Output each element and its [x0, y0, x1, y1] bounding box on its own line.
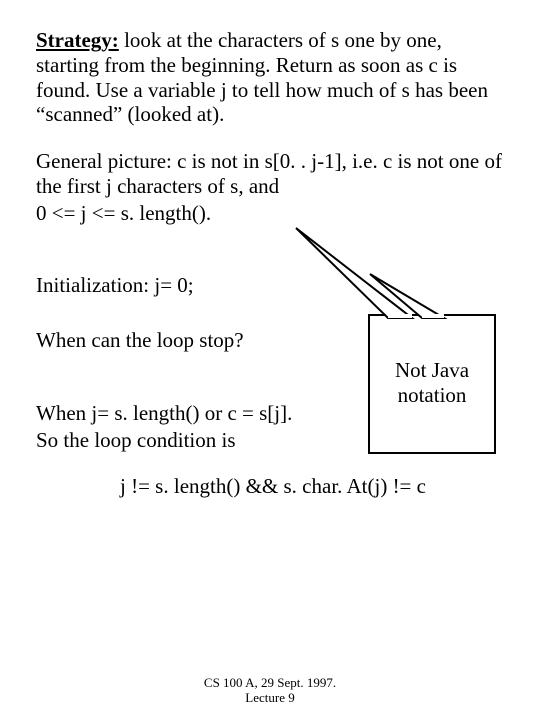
slide-page: Strategy: look at the characters of s on… — [0, 0, 540, 720]
footer-line1: CS 100 A, 29 Sept. 1997. — [0, 675, 540, 691]
callout-box: Not Java notation — [368, 314, 496, 454]
strategy-paragraph: Strategy: look at the characters of s on… — [36, 28, 510, 127]
spacer — [36, 247, 510, 273]
footer-line2: Lecture 9 — [0, 690, 540, 706]
initialization-line: Initialization: j= 0; — [36, 273, 510, 298]
footer: CS 100 A, 29 Sept. 1997. Lecture 9 — [0, 675, 540, 706]
callout-line2: notation — [370, 383, 494, 408]
loop-condition-expression: j != s. length() && s. char. At(j) != c — [36, 474, 510, 499]
strategy-label: Strategy: — [36, 28, 119, 52]
general-picture-line1: General picture: c is not in s[0. . j-1]… — [36, 149, 510, 199]
callout-line1: Not Java — [370, 358, 494, 383]
general-picture-line2: 0 <= j <= s. length(). — [36, 201, 510, 226]
